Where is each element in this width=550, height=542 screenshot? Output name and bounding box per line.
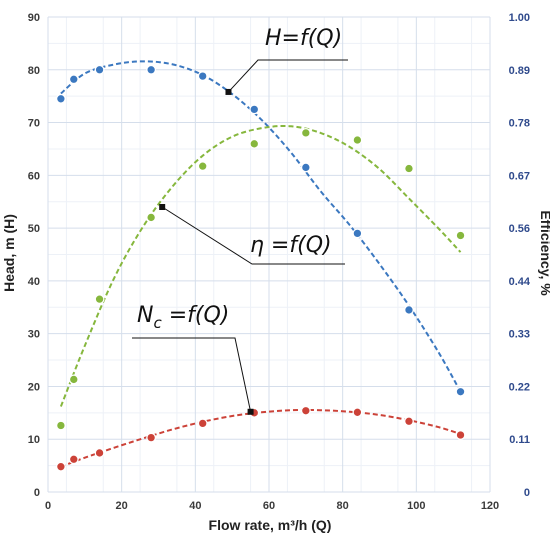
y-left-tick-label: 60 [28, 170, 40, 182]
data-point-0 [404, 304, 414, 315]
y-axis-left-label: Head, m (H) [1, 214, 17, 292]
trend-line-0 [60, 60, 462, 393]
callout-label: Nc =f(Q) [137, 303, 229, 332]
y-left-tick-label: 20 [28, 381, 40, 393]
callout-marker [225, 88, 232, 95]
x-tick-label: 120 [481, 500, 499, 512]
y-left-tick-label: 90 [28, 12, 40, 24]
y-right-tick-label: 0.44 [509, 276, 531, 288]
y-left-tick-label: 70 [28, 118, 40, 130]
callout-label-main: N [137, 303, 153, 328]
y-left-tick-label: 50 [28, 223, 40, 235]
data-point-1 [197, 161, 208, 172]
data-points [55, 64, 466, 472]
x-tick-label: 20 [116, 500, 128, 512]
data-point-0 [352, 228, 363, 239]
grid [47, 16, 491, 493]
data-point-0 [300, 162, 311, 173]
data-point-0 [94, 64, 105, 75]
x-tick-label: 60 [263, 500, 275, 512]
data-point-1 [55, 420, 66, 431]
data-point-1 [94, 294, 105, 305]
callout-marker [159, 204, 166, 210]
callout-leader-line [132, 337, 252, 412]
trend-line-1 [59, 124, 462, 407]
callout-leader-line [228, 59, 348, 93]
data-point-1 [404, 163, 414, 174]
y-axis-right-label: Efficiency, % [538, 210, 550, 296]
callout-label-rest: =f(Q) [162, 303, 230, 328]
y-right-tick-label: 0.11 [509, 434, 530, 446]
y-right-tick-label: 0 [524, 487, 530, 499]
data-point-1 [455, 230, 466, 241]
y-left-tick-label: 80 [28, 65, 40, 77]
callout-marker [247, 408, 254, 415]
data-point-1 [146, 212, 157, 223]
y-right-tick-label: 0.78 [509, 118, 530, 130]
data-point-2 [197, 418, 208, 429]
y-right-tick-label: 0.89 [509, 65, 530, 77]
data-point-1 [68, 374, 79, 385]
data-point-2 [300, 405, 311, 416]
data-point-2 [455, 430, 466, 440]
data-point-2 [55, 461, 66, 472]
x-tick-label: 0 [45, 500, 51, 512]
data-point-0 [146, 64, 157, 75]
data-point-2 [68, 454, 79, 465]
y-left-tick-label: 40 [28, 276, 40, 288]
y-left-tick-label: 30 [28, 329, 40, 341]
data-point-0 [55, 93, 66, 104]
data-point-1 [300, 127, 311, 138]
y-right-tick-label: 0.67 [509, 170, 530, 182]
x-tick-label: 100 [407, 500, 425, 512]
data-point-2 [94, 447, 105, 458]
x-axis-label: Flow rate, m³/h (Q) [209, 517, 332, 533]
trend-line-2 [60, 408, 461, 468]
y-right-tick-label: 0.56 [509, 223, 530, 235]
callout-label: H=f(Q) [265, 26, 342, 51]
y-left-tick-label: 0 [34, 487, 40, 499]
annotations: H=f(Q) η =f(Q) Nc =f(Q) [132, 26, 348, 415]
tick-labels: 0 20 40 60 80 100 120 0 10 20 30 40 50 60 70 80 90 0 0.11 0… [28, 12, 531, 512]
y-right-tick-label: 0.33 [509, 329, 530, 341]
x-tick-label: 40 [189, 500, 201, 512]
y-right-tick-label: 1.00 [509, 12, 530, 24]
data-point-0 [249, 104, 260, 115]
callout-label-subscript: c [153, 314, 162, 332]
data-point-0 [197, 71, 208, 82]
x-tick-label: 80 [337, 500, 349, 512]
data-point-2 [352, 407, 363, 418]
y-left-tick-label: 10 [28, 434, 40, 446]
data-point-2 [404, 416, 414, 427]
callout-leader-line [161, 206, 345, 265]
data-point-2 [146, 432, 157, 443]
callout-label: η =f(Q) [250, 233, 332, 258]
data-point-1 [249, 138, 260, 149]
data-point-0 [455, 386, 466, 397]
data-point-0 [68, 74, 79, 85]
data-point-1 [352, 135, 363, 145]
trend-lines [59, 60, 462, 468]
y-right-tick-label: 0.22 [509, 381, 530, 393]
